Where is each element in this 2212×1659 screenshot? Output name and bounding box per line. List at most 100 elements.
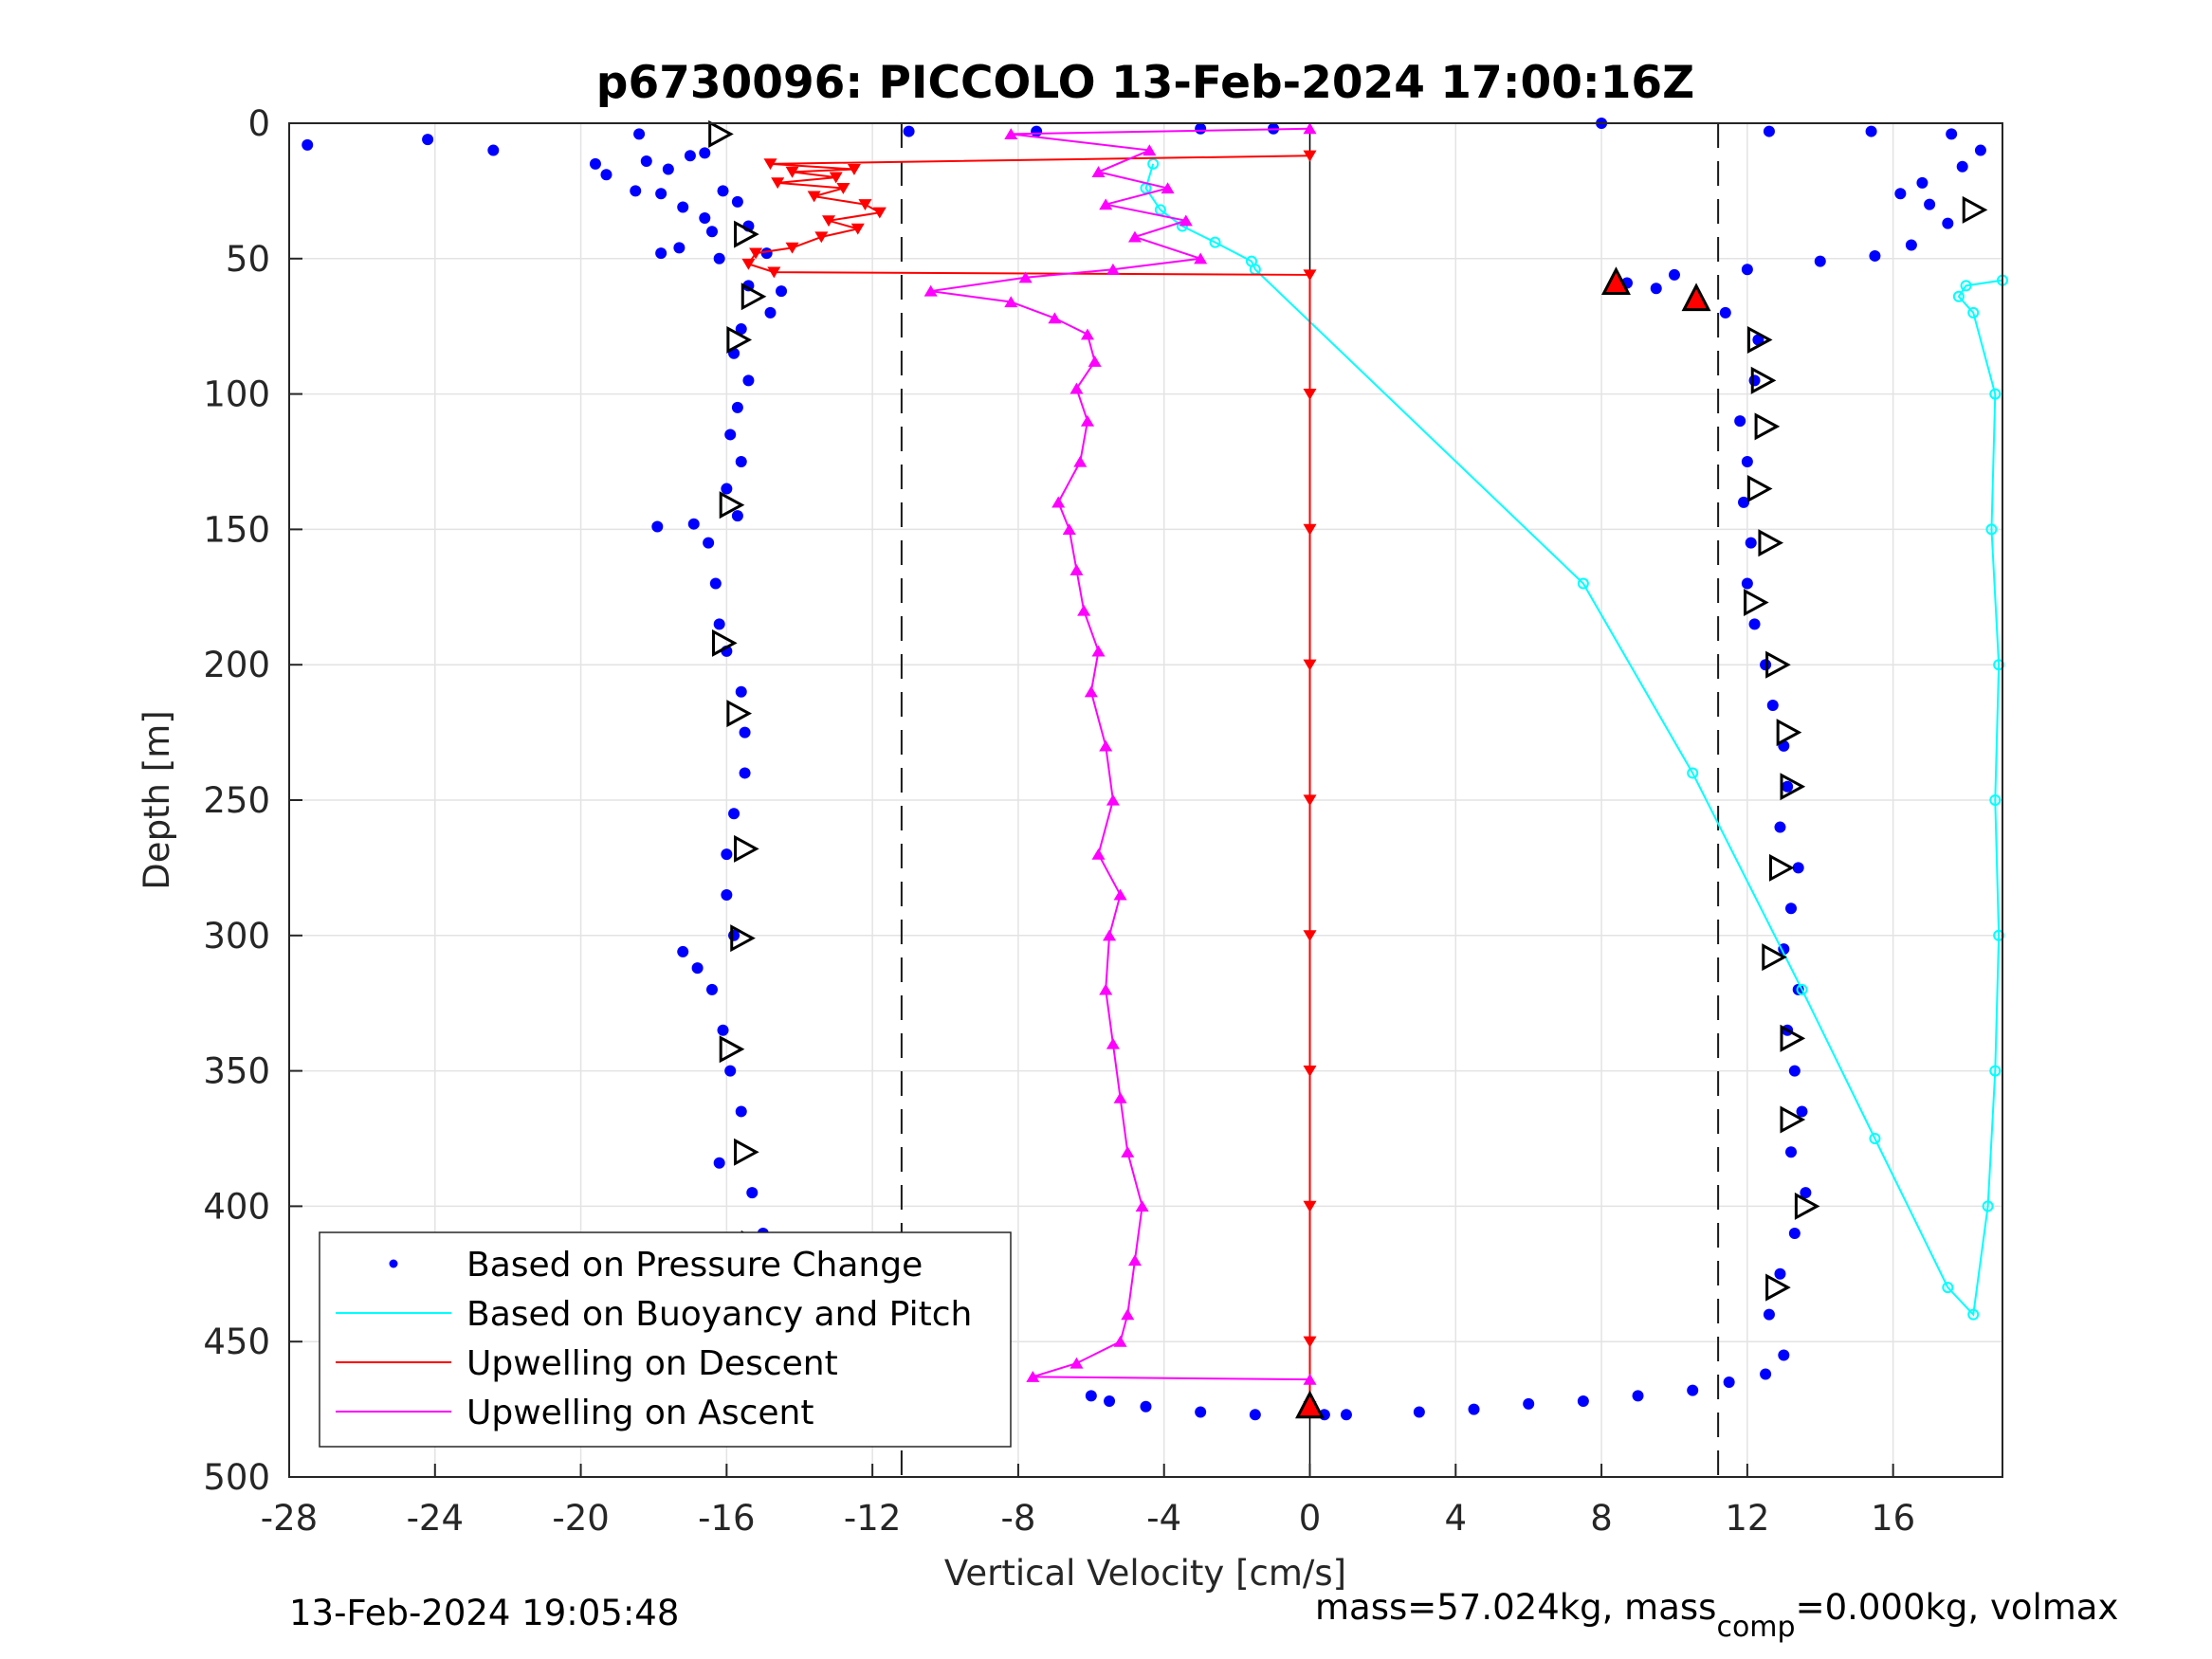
descent-marker: [1303, 389, 1317, 400]
pressure-point: [764, 306, 777, 319]
buoyancy-point: [1967, 306, 1980, 319]
y-tick-label: 450: [203, 1322, 270, 1362]
ascent-marker: [1143, 144, 1157, 156]
open-triangle-marker: [726, 325, 753, 355]
ascent-marker: [1103, 929, 1117, 941]
footer-timestamp: 13-Feb-2024 19:05:48: [289, 1593, 679, 1633]
descent-marker: [1303, 1336, 1317, 1348]
y-tick-label: 250: [203, 780, 270, 821]
buoyancy-point: [1869, 1133, 1881, 1144]
open-triangle-marker: [1780, 1024, 1806, 1052]
pressure-point: [724, 428, 737, 441]
pressure-point: [1687, 1384, 1699, 1396]
pressure-point: [640, 155, 652, 167]
x-axis-label: Vertical Velocity [cm/s]: [944, 1553, 1346, 1594]
ascent-marker: [1069, 563, 1084, 575]
descent-marker: [858, 199, 872, 210]
pressure-point: [731, 510, 743, 522]
open-triangle-marker: [730, 924, 756, 953]
x-tick-label: 12: [1725, 1498, 1769, 1539]
open-triangle-marker: [740, 283, 767, 311]
ascent-marker: [1113, 1335, 1127, 1347]
chart-title: p6730096: PICCOLO 13-Feb-2024 17:00:16Z: [596, 57, 1694, 109]
y-tick-label: 150: [203, 509, 270, 550]
pressure-point: [746, 1187, 759, 1199]
open-triangle-marker: [1750, 366, 1777, 394]
buoyancy-point: [1796, 983, 1808, 995]
ascent-marker: [1127, 1254, 1142, 1267]
pressure-point: [1788, 1227, 1801, 1239]
pressure-point: [1924, 198, 1936, 210]
open-triangle-marker: [1765, 1273, 1791, 1302]
pressure-point: [705, 226, 718, 238]
descent-marker: [749, 247, 763, 260]
descent-marker: [767, 266, 781, 279]
descent-marker: [785, 166, 799, 178]
open-triangle-marker: [734, 220, 759, 248]
descent-marker: [1303, 269, 1317, 282]
open-triangle-marker: [1780, 1105, 1806, 1134]
x-tick-label: -12: [844, 1498, 901, 1539]
buoyancy-point: [1989, 1065, 2002, 1077]
pressure-point: [1085, 1390, 1097, 1402]
ascent-marker: [1099, 739, 1113, 752]
footer-mass-sub: comp: [1716, 1611, 1795, 1644]
x-tick-label: -8: [1000, 1498, 1035, 1539]
pressure-point: [705, 983, 718, 995]
pressure-point: [1782, 780, 1794, 793]
pressure-point: [422, 134, 434, 146]
pressure-point: [1577, 1395, 1589, 1408]
pressure-point: [721, 483, 733, 495]
open-triangle-marker: [708, 119, 734, 148]
pressure-point: [600, 169, 612, 181]
pressure-point: [1632, 1390, 1644, 1402]
pressure-point: [673, 242, 686, 254]
x-tick-label: -16: [698, 1498, 755, 1539]
x-tick-label: 8: [1590, 1498, 1613, 1539]
open-triangle-marker: [1758, 529, 1784, 557]
ascent-marker: [1091, 166, 1106, 178]
ascent-marker: [1073, 455, 1088, 467]
ascent-marker: [1121, 1308, 1135, 1321]
pressure-point: [655, 188, 667, 200]
pressure-point: [735, 685, 747, 698]
pressure-point: [721, 888, 733, 901]
pressure-point: [1719, 306, 1731, 319]
pressure-point: [1468, 1403, 1480, 1415]
pressure-point: [742, 374, 755, 387]
ascent-marker: [1099, 198, 1113, 210]
buoyancy-point: [1993, 929, 2005, 941]
pressure-point: [1796, 1105, 1808, 1118]
x-tick-label: -24: [407, 1498, 464, 1539]
ascent-marker: [1194, 252, 1208, 264]
y-tick-label: 350: [203, 1051, 270, 1092]
x-tick-label: -20: [552, 1498, 609, 1539]
ascent-marker: [1091, 848, 1106, 860]
x-tick-label: 4: [1445, 1498, 1468, 1539]
pressure-point: [731, 195, 743, 208]
y-tick-label: 100: [203, 374, 270, 415]
open-triangle-marker: [1776, 719, 1802, 747]
ascent-marker: [1161, 182, 1175, 194]
ascent-marker: [1018, 271, 1033, 283]
open-triangle-marker: [734, 834, 759, 863]
pressure-point: [735, 1105, 747, 1118]
ascent-marker: [1004, 128, 1018, 140]
pressure-point: [739, 726, 751, 738]
pressure-point: [1741, 264, 1753, 276]
ascent-marker: [1004, 296, 1018, 308]
pressure-point: [1774, 821, 1786, 833]
descent-marker: [763, 158, 777, 171]
buoyancy-point: [1985, 523, 1998, 536]
pressure-point: [1763, 1308, 1775, 1321]
ascent-marker: [1051, 496, 1066, 508]
pressure-point: [302, 138, 314, 151]
legend-label-buoyancy: Based on Buoyancy and Pitch: [466, 1295, 972, 1334]
pressure-point: [717, 1024, 729, 1036]
descent-marker: [1303, 523, 1317, 536]
pressure-point: [1865, 125, 1877, 137]
x-tick-label: 16: [1871, 1498, 1915, 1539]
descent-marker: [1303, 659, 1317, 671]
pressure-point: [1748, 618, 1761, 630]
buoyancy-point: [1577, 577, 1589, 590]
